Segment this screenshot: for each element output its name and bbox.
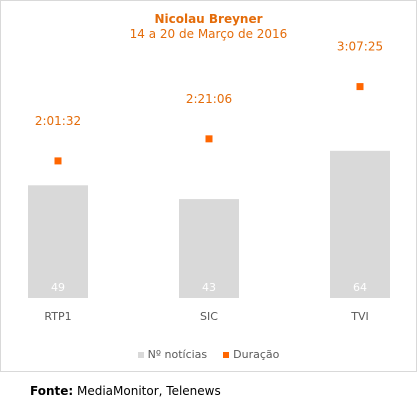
category-label: SIC [200, 310, 218, 323]
legend-swatch-noticias [137, 351, 144, 358]
duration-label: 3:07:25 [337, 40, 383, 54]
duration-marker-tvi [356, 83, 364, 91]
chart-subtitle: 14 a 20 de Março de 2016 [129, 27, 288, 41]
duration-marker-rtp1 [54, 157, 62, 165]
bar-value-label: 49 [51, 281, 65, 294]
legend-label-noticias: Nº notícias [147, 348, 208, 361]
category-label: TVI [350, 310, 369, 323]
bar-rtp1 [28, 185, 88, 298]
bar-value-label: 64 [353, 281, 367, 294]
legend-item-noticias: Nº notícias [137, 348, 208, 361]
duration-label: 2:01:32 [35, 114, 81, 128]
chart-legend: Nº notícias Duração [0, 348, 417, 361]
source-label: Fonte: [30, 384, 74, 398]
legend-item-duracao: Duração [223, 348, 279, 361]
bar-tvi [330, 150, 390, 298]
bar-value-label: 43 [202, 281, 216, 294]
legend-swatch-duracao [223, 351, 230, 358]
duration-marker-sic [205, 135, 213, 143]
duration-label: 2:21:06 [186, 92, 232, 106]
source-note: Fonte: MediaMonitor, Telenews [30, 384, 221, 398]
source-text: MediaMonitor, Telenews [73, 384, 221, 398]
chart-title: Nicolau Breyner [154, 12, 263, 26]
category-label: RTP1 [44, 310, 71, 323]
bar-sic [179, 199, 239, 298]
chart-plot: 49 RTP1 2:01:32 43 SIC 2:21:06 64 TVI 3:07:25 [28, 40, 390, 323]
legend-label-duracao: Duração [233, 348, 280, 361]
